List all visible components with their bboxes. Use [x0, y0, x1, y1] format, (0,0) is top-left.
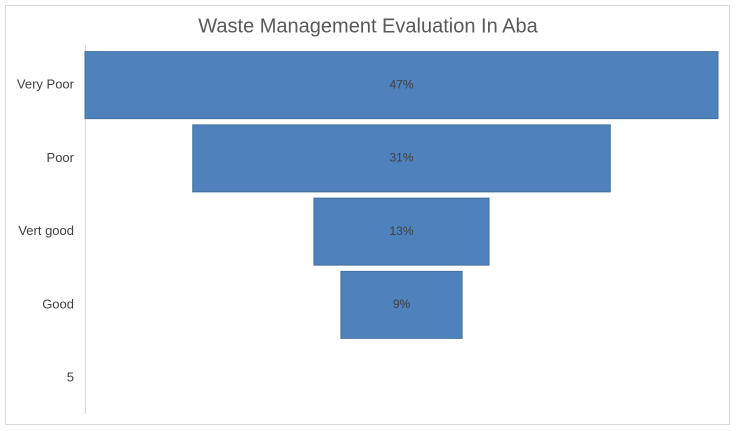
category-label: Poor: [47, 150, 75, 165]
category-label: Very Poor: [17, 77, 75, 92]
value-label: 47%: [389, 77, 413, 91]
value-label: 13%: [389, 224, 413, 238]
bar: [340, 270, 463, 339]
category-label: 5: [67, 370, 74, 385]
chart-title: Waste Management Evaluation In Aba: [198, 15, 538, 37]
value-label: 31%: [389, 151, 413, 165]
value-label: 9%: [393, 297, 411, 311]
bar: [313, 197, 490, 266]
category-label: Good: [42, 296, 74, 311]
category-label: Vert good: [18, 223, 74, 238]
bar: [84, 51, 719, 120]
bar: [192, 124, 611, 193]
